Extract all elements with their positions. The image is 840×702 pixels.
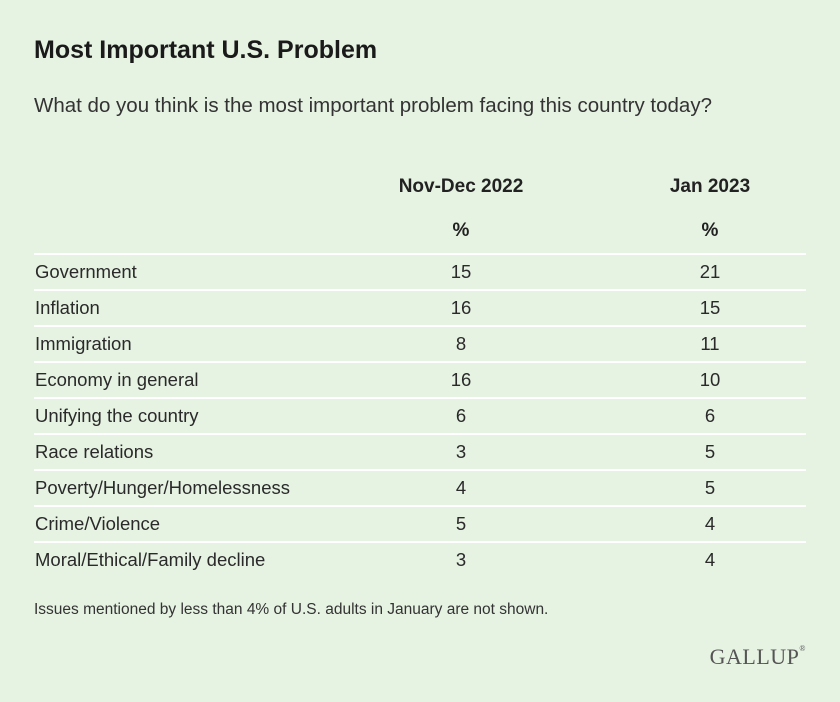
value-nov-dec-2022: 3 [455, 441, 467, 462]
value-nov-dec-2022: 8 [455, 333, 467, 354]
value-jan-2023: 5 [704, 477, 716, 498]
column-unit-jan-2023: % [701, 220, 719, 241]
value-nov-dec-2022: 15 [450, 261, 472, 282]
value-jan-2023: 15 [699, 297, 721, 318]
table-row: Crime/Violence 5 4 [34, 505, 806, 541]
column-header-jan-2023: Jan 2023 [669, 176, 751, 197]
data-table: Government 15 21 Inflation 16 15 Immigra… [34, 253, 806, 577]
row-label: Inflation [35, 297, 100, 318]
table-row: Unifying the country 6 6 [34, 397, 806, 433]
footnote: Issues mentioned by less than 4% of U.S.… [34, 601, 549, 618]
value-nov-dec-2022: 5 [455, 513, 467, 534]
column-header-nov-dec-2022: Nov-Dec 2022 [398, 176, 524, 197]
value-jan-2023: 6 [704, 405, 716, 426]
registered-mark: ® [799, 644, 806, 653]
value-jan-2023: 4 [704, 513, 716, 534]
row-label: Moral/Ethical/Family decline [35, 549, 266, 570]
value-jan-2023: 21 [699, 261, 721, 282]
value-nov-dec-2022: 16 [450, 369, 472, 390]
row-label: Unifying the country [35, 405, 199, 426]
value-jan-2023: 10 [699, 369, 721, 390]
gallup-logo: GALLUP® [710, 644, 806, 670]
row-label: Government [35, 261, 137, 282]
row-label: Economy in general [35, 369, 199, 390]
column-unit-nov-dec-2022: % [452, 220, 470, 241]
value-jan-2023: 11 [700, 333, 720, 354]
row-label: Crime/Violence [35, 513, 161, 534]
value-nov-dec-2022: 16 [450, 297, 472, 318]
row-label: Race relations [35, 441, 154, 462]
value-jan-2023: 5 [704, 441, 716, 462]
table-row: Race relations 3 5 [34, 433, 806, 469]
table-row: Government 15 21 [34, 253, 806, 289]
table-row: Inflation 16 15 [34, 289, 806, 325]
row-label: Poverty/Hunger/Homelessness [35, 477, 290, 498]
table-row: Economy in general 16 10 [34, 361, 806, 397]
row-label: Immigration [35, 333, 132, 354]
value-nov-dec-2022: 3 [455, 549, 467, 570]
table-row: Immigration 8 11 [34, 325, 806, 361]
chart-subtitle: What do you think is the most important … [34, 94, 712, 117]
table-row: Poverty/Hunger/Homelessness 4 5 [34, 469, 806, 505]
value-nov-dec-2022: 4 [455, 477, 467, 498]
table-row: Moral/Ethical/Family decline 3 4 [34, 541, 806, 577]
value-nov-dec-2022: 6 [455, 405, 467, 426]
chart-title: Most Important U.S. Problem [34, 36, 378, 64]
value-jan-2023: 4 [704, 549, 716, 570]
logo-text: GALLUP [709, 644, 800, 669]
